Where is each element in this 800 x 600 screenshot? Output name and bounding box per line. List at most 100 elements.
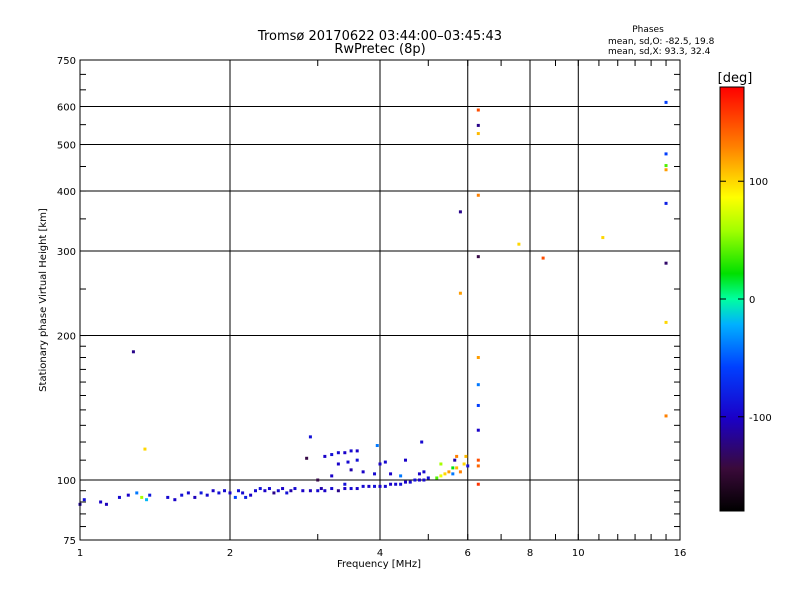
data-point (355, 458, 359, 462)
data-point (541, 256, 545, 260)
data-point (140, 495, 144, 499)
data-point (517, 242, 521, 246)
data-point (664, 100, 668, 104)
data-point (458, 470, 462, 474)
data-point (476, 464, 480, 468)
y-tick-label: 300 (57, 247, 76, 258)
data-point (323, 454, 327, 458)
data-point (417, 478, 421, 482)
data-point (126, 493, 130, 497)
data-point (343, 451, 347, 455)
y-tick-label: 500 (57, 141, 76, 152)
data-point (466, 464, 470, 468)
data-point (664, 168, 668, 172)
data-point (361, 470, 365, 474)
data-point (451, 472, 455, 476)
data-point (346, 460, 350, 464)
data-point (323, 489, 327, 493)
x-tick-label: 10 (572, 548, 585, 559)
data-point (664, 164, 668, 168)
data-point (378, 484, 382, 488)
data-point (417, 472, 421, 476)
x-axis-label: Frequency [MHz] (337, 559, 421, 570)
data-point (443, 472, 447, 476)
data-point (349, 449, 353, 453)
data-point (316, 478, 320, 482)
data-point (336, 451, 340, 455)
data-point (330, 487, 334, 491)
data-point (82, 498, 86, 502)
data-point (148, 493, 152, 497)
data-point (476, 132, 480, 136)
data-point (464, 454, 468, 458)
data-point (249, 493, 253, 497)
data-point (394, 482, 398, 486)
data-point (99, 500, 103, 504)
data-point (145, 498, 149, 502)
data-point (308, 489, 312, 493)
data-point (476, 108, 480, 112)
data-point (399, 482, 403, 486)
data-point (451, 466, 455, 470)
data-point (664, 261, 668, 265)
data-point (233, 495, 237, 499)
data-point (378, 462, 382, 466)
data-point (244, 495, 248, 499)
data-point (373, 472, 377, 476)
y-tick-label: 75 (63, 536, 76, 547)
data-point (462, 462, 466, 466)
y-tick-label: 400 (57, 187, 76, 198)
data-point (403, 480, 407, 484)
data-point (476, 458, 480, 462)
data-point (281, 487, 285, 491)
data-point (664, 201, 668, 205)
y-axis-label: Stationary phase Virtual Height [km] (38, 208, 49, 392)
data-point (135, 491, 139, 495)
data-point (458, 210, 462, 214)
data-point (267, 487, 271, 491)
data-point (439, 462, 443, 466)
x-tick-label: 4 (377, 548, 383, 559)
data-point (166, 495, 170, 499)
data-point (186, 491, 190, 495)
data-point (476, 428, 480, 432)
grid (80, 60, 680, 540)
x-tick-label: 16 (674, 548, 687, 559)
data-point (349, 487, 353, 491)
data-point (308, 435, 312, 439)
data-point (104, 502, 108, 506)
stats-line-o: mean, sd,O: -82.5, 19.8 (608, 37, 715, 47)
data-point (422, 470, 426, 474)
data-point (199, 491, 203, 495)
data-point (236, 489, 240, 493)
data-point (336, 462, 340, 466)
data-point (336, 489, 340, 493)
data-point (205, 493, 209, 497)
data-point (455, 454, 459, 458)
data-point (276, 489, 280, 493)
y-tick-label: 100 (57, 476, 76, 487)
y-tick-label: 600 (57, 103, 76, 114)
data-point (476, 193, 480, 197)
data-point (258, 487, 262, 491)
data-point (355, 449, 359, 453)
data-point (664, 152, 668, 156)
data-point (285, 491, 289, 495)
data-point (426, 476, 430, 480)
data-point (399, 474, 403, 478)
data-point (453, 458, 457, 462)
data-point (330, 474, 334, 478)
colorbar-tick-label: -100 (749, 413, 772, 424)
colorbar-label: [deg] (718, 71, 753, 86)
data-point (272, 491, 276, 495)
data-point (383, 460, 387, 464)
data-point (289, 489, 293, 493)
data-point (476, 403, 480, 407)
stats-line-x: mean, sd,X: 93.3, 32.4 (608, 47, 711, 57)
data-point (143, 447, 147, 451)
data-point (375, 444, 379, 448)
data-point (447, 470, 451, 474)
data-point (301, 489, 305, 493)
data-point (217, 491, 221, 495)
